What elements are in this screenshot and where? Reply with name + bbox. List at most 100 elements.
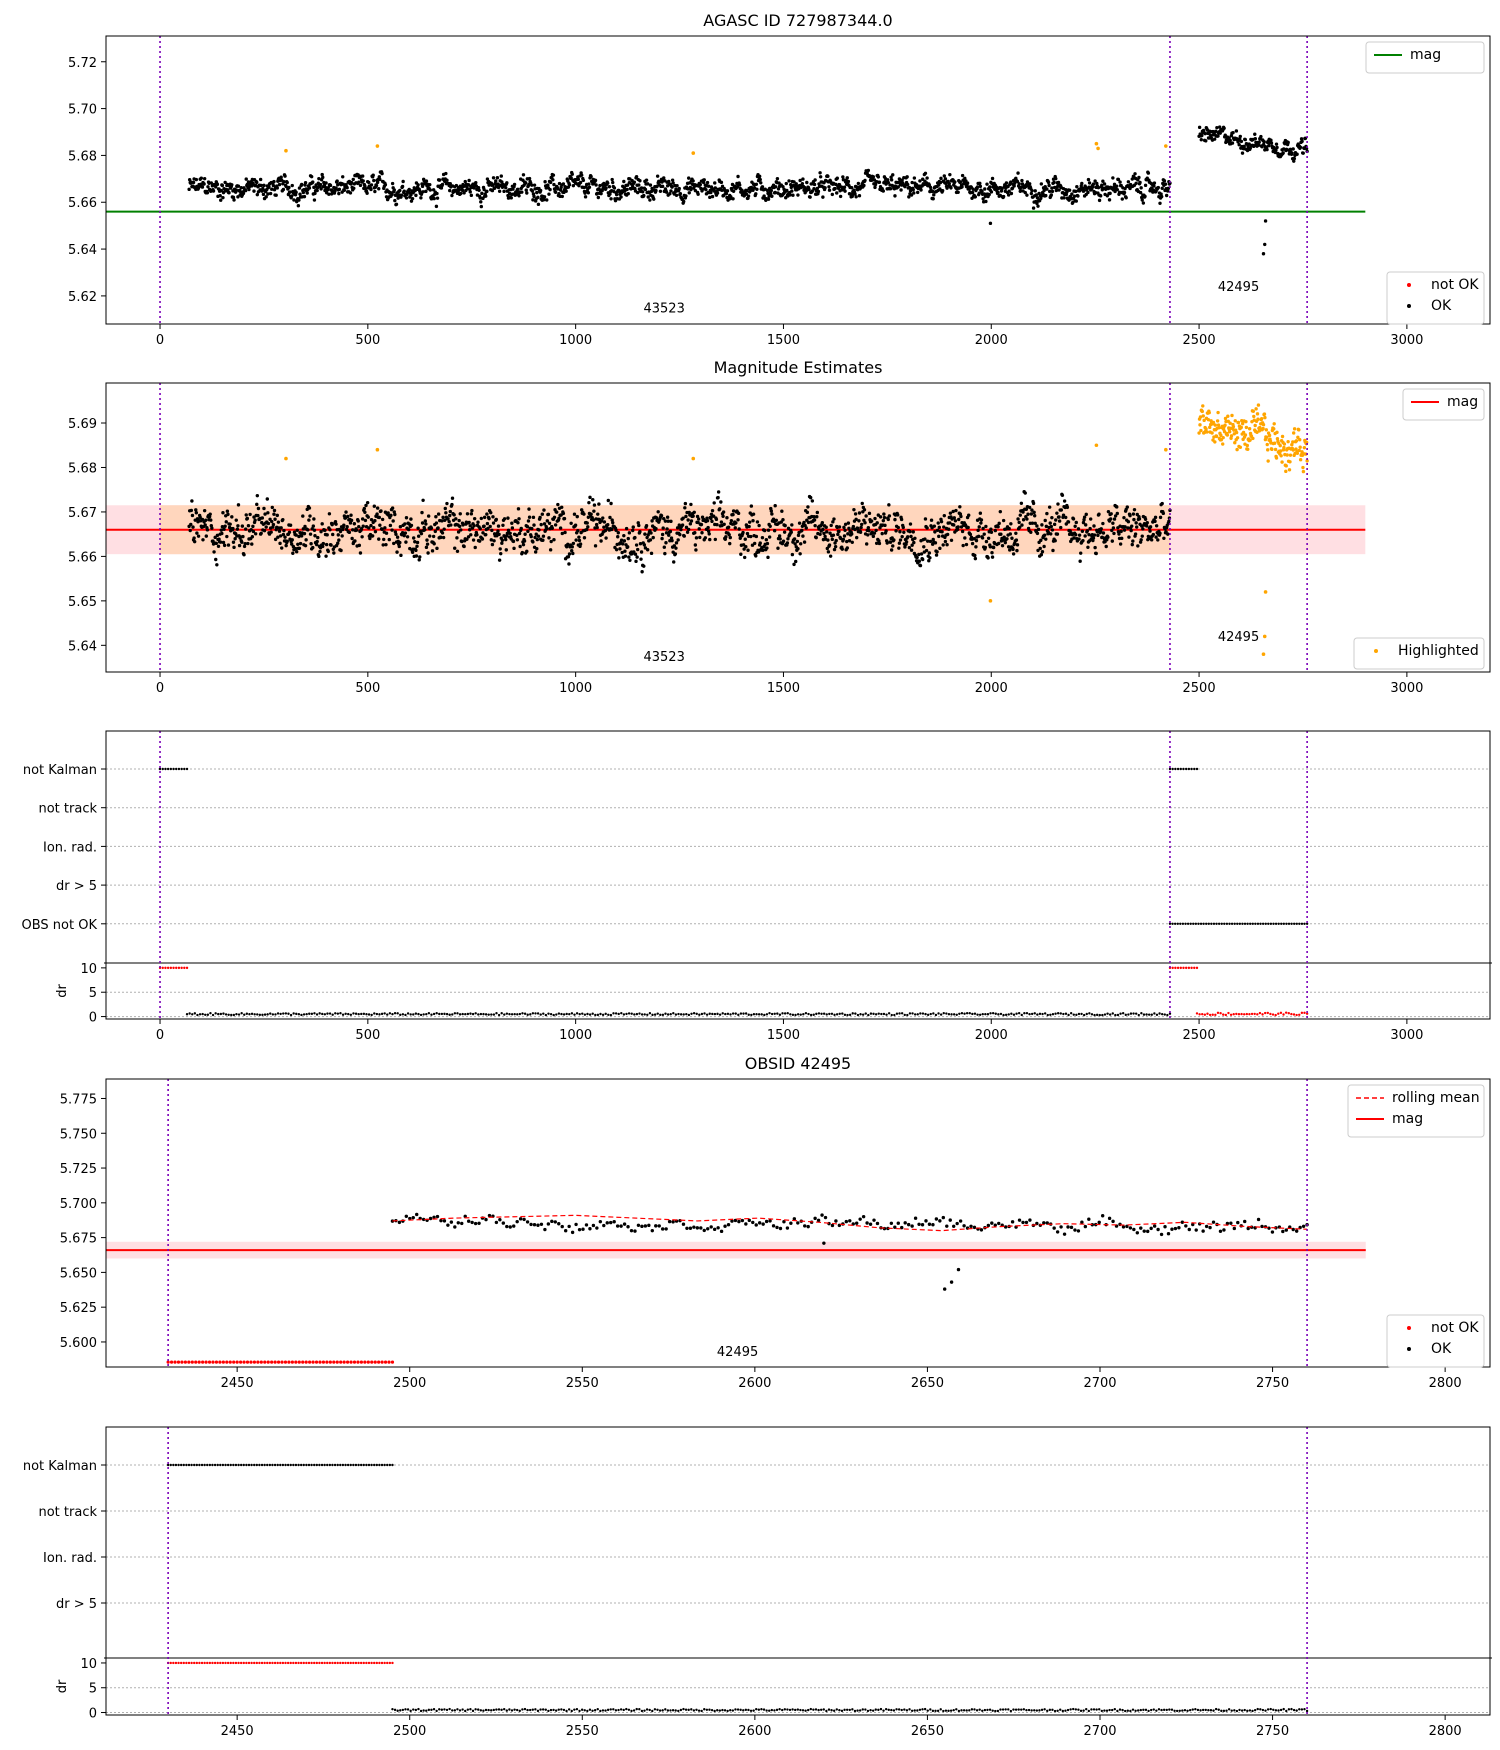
data-point [467,178,471,183]
data-point [873,516,877,521]
dr-point [445,1012,449,1016]
data-point [266,192,270,196]
data-point [948,172,952,177]
data-point [432,1215,436,1219]
outlier-point [956,1267,961,1272]
data-point [262,528,267,533]
data-point [404,196,409,200]
notok-point [169,1360,174,1364]
data-point [633,1229,637,1233]
dr-point [981,1012,984,1016]
notok-point [325,1360,329,1364]
dr-point [664,1012,667,1015]
dr-point [1051,1012,1055,1016]
data-point [442,1219,447,1223]
panel-flags-all-frame [105,730,1491,1020]
data-point [1238,445,1243,450]
data-point [669,536,674,540]
data-point [1301,469,1306,474]
data-point [557,1222,561,1226]
data-point [362,506,367,511]
data-point [854,517,858,522]
data-point [683,506,687,510]
data-point [1199,428,1203,433]
y-tick-label: 5.64 [68,639,97,654]
data-point [706,184,711,188]
data-point [424,179,429,183]
dr-point [716,1012,719,1016]
data-point [872,531,877,535]
dr-point [1077,1012,1081,1016]
data-point [668,192,672,196]
dr-point [656,1012,659,1015]
data-point [555,510,559,514]
data-point [910,543,914,547]
data-point [545,526,549,531]
data-point [523,181,528,185]
data-point [1184,1224,1188,1228]
dr-point [1067,1013,1070,1017]
data-point [1081,520,1086,525]
data-point [390,181,395,186]
data-point [548,548,553,552]
data-point [636,521,640,525]
data-point [1010,536,1014,540]
data-point [920,177,925,181]
dr-point [700,1012,704,1016]
data-point [923,537,927,541]
data-point [323,528,327,532]
data-point [940,530,944,534]
data-point [1236,1220,1240,1225]
data-point [536,195,540,200]
data-point [603,528,608,533]
data-point [1014,538,1019,542]
data-point [635,547,640,552]
dr-point [1137,1013,1140,1017]
data-point [616,531,620,535]
dr-point [682,1013,685,1016]
data-point [226,512,230,517]
data-point [834,1219,838,1223]
data-point [279,175,283,179]
data-point [281,532,286,537]
dr-point [461,1012,464,1016]
data-point [203,523,207,527]
data-point [642,193,646,198]
data-point [505,181,509,185]
data-point [1225,433,1230,437]
data-point [311,180,315,184]
data-point [1247,427,1252,431]
x-tick-label: 1000 [559,681,592,696]
data-point [1115,511,1120,516]
data-point [940,188,945,193]
notok-point [380,1360,384,1364]
data-point [1126,526,1130,530]
data-point [833,544,838,549]
data-point [377,187,381,191]
data-point [452,513,456,517]
dr-point [950,1013,953,1016]
notok-point [311,1360,315,1364]
data-point [785,1226,790,1230]
data-point [984,524,988,529]
data-point [666,519,670,523]
data-point [769,191,773,196]
dr-point [422,1013,425,1016]
data-point [1302,445,1307,450]
data-point [378,523,382,527]
data-point [799,542,803,546]
dr-point [908,1012,912,1015]
data-point [761,1222,765,1226]
dr-point [326,1012,329,1015]
data-point [1200,409,1205,414]
data-point [301,514,305,518]
data-point [906,1222,911,1227]
data-point [500,541,504,545]
data-point [822,531,826,536]
data-point [225,509,230,513]
dr-point [1227,1011,1230,1015]
data-point [1023,491,1027,495]
data-point [837,525,842,529]
dr-point [1195,966,1199,970]
dr-point [1176,966,1180,970]
